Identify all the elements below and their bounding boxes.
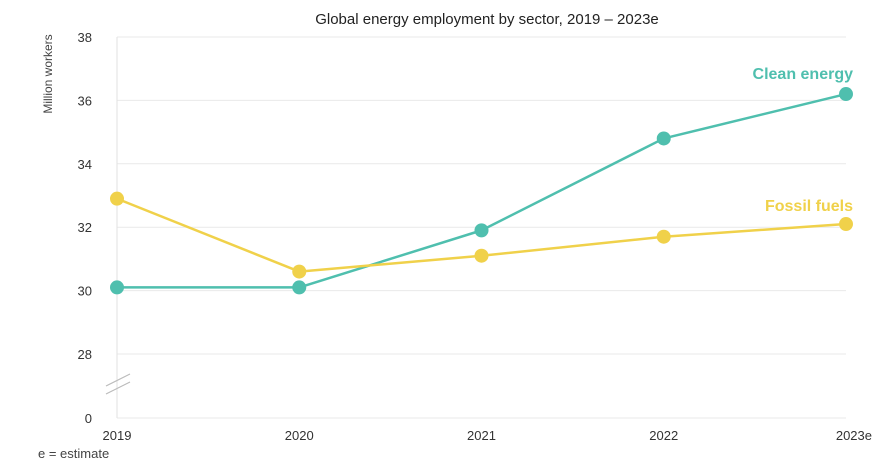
data-point <box>839 87 853 102</box>
y-tick-label: 0 <box>85 411 92 426</box>
data-point <box>292 264 307 279</box>
y-tick-label: 32 <box>78 220 92 235</box>
chart-title: Global energy employment by sector, 2019… <box>315 11 659 28</box>
x-tick-label: 2021 <box>467 428 496 443</box>
y-tick-label: 34 <box>78 157 92 172</box>
y-tick-label: 28 <box>78 347 92 362</box>
data-point <box>656 229 671 244</box>
data-point <box>839 217 853 232</box>
y-tick-label: 36 <box>78 93 92 108</box>
data-point <box>474 248 489 263</box>
x-tick-label: 2022 <box>649 428 678 443</box>
data-point <box>292 280 307 295</box>
grid <box>116 36 846 419</box>
series-label: Fossil fuels <box>765 198 853 215</box>
series: Clean energy Fossil fuels <box>110 66 854 295</box>
data-point <box>656 131 671 146</box>
y-tick-label: 38 <box>78 30 92 45</box>
x-tick-label: 2020 <box>285 428 314 443</box>
y-axis-ticks: 0 28 30 32 34 36 38 <box>78 30 92 426</box>
data-point <box>110 280 124 295</box>
data-point <box>110 191 124 206</box>
y-axis-label: Million workers <box>41 34 55 113</box>
footnote: e = estimate <box>38 446 109 461</box>
x-tick-label: 2023e <box>836 428 872 443</box>
x-tick-label: 2019 <box>103 428 132 443</box>
x-axis-ticks: 2019 2020 2021 2022 2023e <box>103 428 872 443</box>
y-tick-label: 30 <box>78 284 92 299</box>
data-point <box>474 223 489 238</box>
series-label: Clean energy <box>753 66 854 83</box>
axis-break-icon <box>105 373 131 395</box>
